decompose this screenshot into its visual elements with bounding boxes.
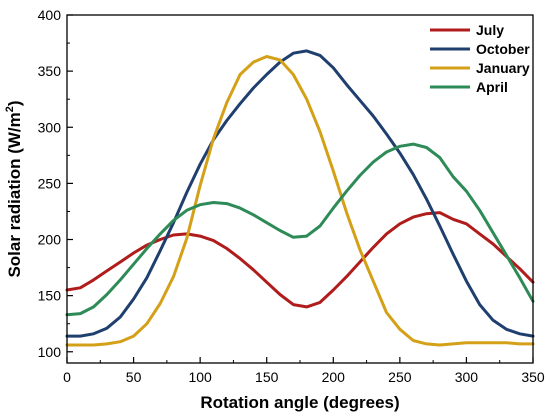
series-line-january — [65, 55, 535, 347]
x-tick-label: 100 — [188, 369, 212, 385]
legend-label-july: July — [476, 22, 504, 38]
x-axis: 0 50 100 150 200 250 300 350 — [63, 357, 545, 385]
legend: July October January April — [430, 22, 530, 95]
x-tick-label: 50 — [126, 369, 142, 385]
series-line-july — [65, 211, 535, 309]
y-tick-label: 150 — [38, 288, 62, 304]
x-tick-label: 0 — [63, 369, 71, 385]
y-axis-title-close: ) — [5, 100, 24, 106]
x-tick-label: 200 — [322, 369, 346, 385]
x-tick-label: 300 — [455, 369, 479, 385]
x-tick-label: 350 — [521, 369, 545, 385]
x-axis-title: Rotation angle (degrees) — [200, 393, 399, 412]
legend-label-january: January — [476, 60, 530, 76]
y-tick-label: 300 — [38, 119, 62, 135]
y-tick-label: 200 — [38, 232, 62, 248]
y-axis-title: Solar radiation (W/m2) — [4, 100, 24, 277]
series-line-april — [65, 142, 535, 317]
y-axis-title-main: Solar radiation (W/m — [5, 112, 24, 277]
y-tick-label: 100 — [38, 344, 62, 360]
x-tick-label: 150 — [255, 369, 279, 385]
y-tick-label: 400 — [38, 7, 62, 23]
y-tick-label: 350 — [38, 63, 62, 79]
y-axis: 100 150 200 250 300 350 400 — [38, 7, 73, 360]
y-axis-title-superscript: 2 — [4, 106, 16, 112]
y-tick-label: 250 — [38, 175, 62, 191]
series-lines — [65, 49, 535, 347]
x-tick-label: 250 — [388, 369, 412, 385]
legend-label-october: October — [476, 41, 530, 57]
legend-label-april: April — [476, 79, 508, 95]
series-line-october — [65, 49, 535, 338]
